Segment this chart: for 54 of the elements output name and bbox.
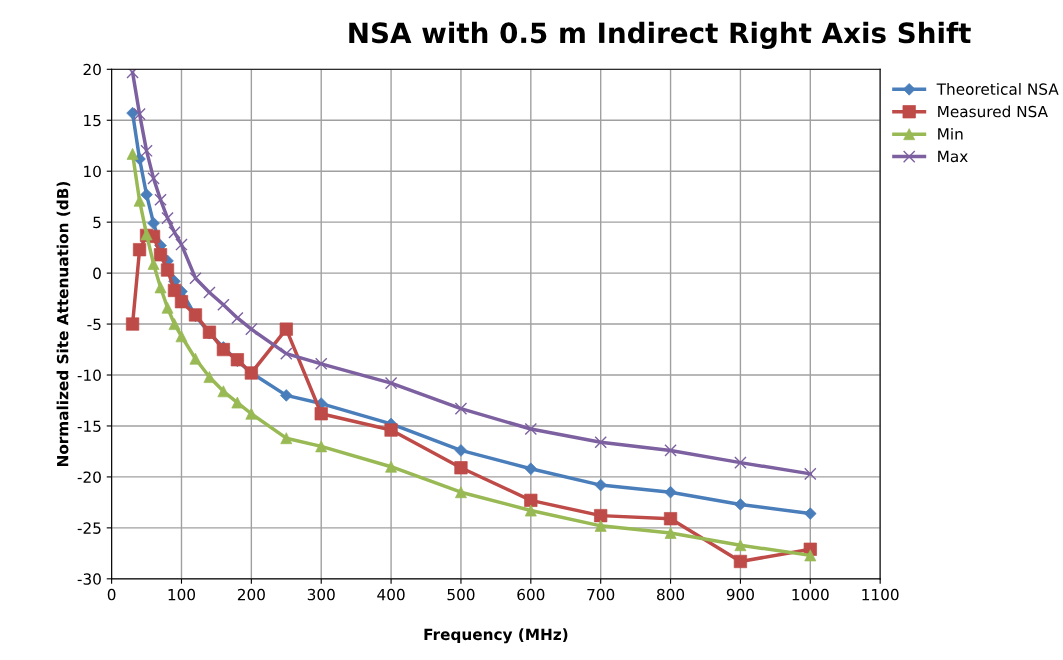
y-tick-label: 20 [83,63,101,76]
y-tick-label: 5 [93,216,101,229]
x-tick-label: 800 [657,588,685,601]
point [175,238,188,251]
point [804,467,817,481]
point [168,226,181,239]
chart-title: NSA with 0.5 m Indirect Right Axis Shift [349,21,971,49]
x-tick-label: 100 [168,588,196,601]
point [314,357,328,371]
point [231,311,244,325]
point [384,376,398,390]
point [245,322,258,336]
y-tick-label: -15 [77,420,101,432]
y-tick-label: -10 [77,369,101,382]
point [524,422,538,436]
point [160,263,175,277]
x-tick-label: 900 [726,588,754,601]
x-tick-label: 700 [587,588,615,601]
point [663,512,678,526]
legend-label: Min [938,127,963,140]
x-tick-label: 300 [307,588,335,601]
x-tick-label: 1000 [792,588,829,601]
y-tick-label: -20 [77,471,101,483]
x-tick-label: 200 [237,588,265,601]
point [314,407,328,421]
point [147,172,160,185]
point [594,436,607,449]
point [126,69,139,79]
y-tick-label: -5 [87,318,101,331]
point [154,193,167,206]
y-tick-label: 15 [84,114,101,127]
point [734,456,747,469]
point [189,271,202,285]
x-tick-label: 1100 [862,588,899,601]
x-tick-label: 400 [377,588,405,601]
point [454,402,468,415]
point [664,444,677,457]
x-tick-label: 600 [517,588,545,601]
point [133,107,146,121]
y-tick-label: -30 [77,573,101,585]
point [280,347,293,360]
legend-label: Theoretical NSA [936,83,1059,95]
y-axis-title: Normalized Site Attenuation (dB) [56,181,71,467]
point [454,461,468,475]
x-axis-title: Frequency (MHz) [424,628,568,644]
y-tick-label: 10 [84,165,101,178]
y-tick-label: 0 [93,267,101,280]
x-tick-label: 0 [107,588,116,601]
legend-label: Max [938,150,968,163]
point [161,211,174,225]
x-tick-label: 500 [447,588,475,601]
y-tick-label: -25 [77,522,101,534]
point [140,144,153,158]
legend-label: Measured NSA [938,105,1048,118]
